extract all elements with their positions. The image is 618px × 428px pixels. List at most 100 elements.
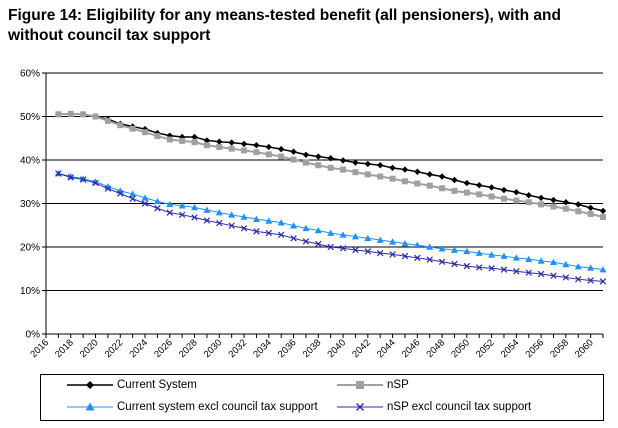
data-point: [488, 265, 495, 272]
x-tick-label: 2050: [449, 337, 472, 360]
data-point: [265, 151, 272, 158]
y-tick-label: 40%: [20, 156, 40, 167]
data-point: [463, 179, 471, 187]
data-point: [575, 208, 582, 215]
data-point: [191, 214, 198, 221]
data-point: [153, 197, 161, 205]
data-point: [314, 226, 322, 234]
legend-marker-diamond: [67, 381, 113, 389]
data-point: [377, 173, 384, 180]
data-point: [512, 254, 520, 261]
data-point: [154, 205, 161, 212]
data-point: [401, 166, 409, 173]
data-point: [364, 234, 372, 242]
data-point: [302, 238, 310, 245]
data-point: [450, 246, 458, 253]
x-tick-label: 2020: [78, 337, 101, 360]
data-point: [203, 142, 210, 149]
data-point: [537, 270, 545, 278]
data-point: [413, 241, 421, 249]
x-tick-label: 2016: [28, 337, 51, 360]
series-2: [55, 110, 606, 220]
data-point: [525, 199, 532, 206]
data-point: [277, 145, 285, 153]
data-point: [240, 213, 248, 220]
data-point: [315, 162, 322, 169]
x-tick-label: 2018: [53, 337, 76, 360]
data-point: [340, 166, 347, 173]
data-point: [525, 269, 532, 276]
data-point: [339, 157, 347, 164]
data-point: [104, 117, 111, 124]
y-tick-label: 30%: [20, 199, 40, 210]
data-point: [575, 275, 582, 283]
data-point: [327, 164, 334, 171]
data-point: [277, 231, 285, 239]
data-point: [302, 151, 310, 158]
data-point: [228, 222, 235, 229]
y-tick-label: 50%: [20, 112, 40, 123]
data-point: [562, 198, 570, 206]
data-point: [265, 229, 273, 237]
data-point: [166, 209, 174, 216]
data-point: [129, 125, 136, 132]
data-point: [488, 251, 496, 258]
series-line: [58, 173, 604, 271]
data-point: [216, 219, 223, 227]
data-point: [401, 178, 408, 185]
x-tick-label: 2054: [499, 337, 522, 360]
data-point: [513, 268, 520, 275]
data-point: [178, 202, 186, 209]
data-point: [166, 136, 173, 143]
data-point: [104, 185, 112, 192]
x-tick-label: 2040: [325, 337, 348, 360]
data-point: [600, 213, 606, 220]
data-point: [513, 197, 520, 204]
x-tick-label: 2034: [251, 337, 274, 360]
data-point: [79, 176, 87, 183]
x-tick-label: 2036: [276, 337, 299, 360]
data-point: [55, 170, 62, 177]
data-point: [599, 207, 607, 215]
line-chart: 0%10%20%30%40%50%60% 2016 2018 2020 2022 202…: [20, 69, 607, 360]
data-point: [513, 188, 520, 196]
x-tick-label: 2046: [400, 337, 423, 360]
data-point: [203, 206, 211, 213]
data-point: [364, 171, 371, 178]
data-point: [537, 194, 545, 202]
data-point: [525, 192, 532, 199]
data-point: [351, 233, 359, 240]
x-tick-label: 2026: [152, 337, 175, 360]
data-point: [352, 246, 359, 254]
data-point: [550, 203, 557, 210]
data-point: [389, 251, 396, 258]
data-point: [315, 240, 322, 248]
data-point: [500, 266, 508, 273]
y-tick-labels: 0% 10% 20% 30% 40% 50% 60%: [20, 69, 40, 341]
data-point: [55, 111, 62, 118]
data-point: [253, 142, 260, 149]
data-point: [451, 187, 458, 194]
x-tick-label: 2052: [474, 337, 497, 360]
legend-label: nSP: [387, 379, 409, 391]
data-point: [67, 174, 74, 181]
series-1: [55, 110, 607, 215]
data-point: [426, 182, 433, 189]
x-tick-label: 2024: [127, 337, 150, 360]
data-point: [117, 190, 124, 197]
data-point: [178, 211, 186, 219]
x-tick-label: 2056: [524, 337, 547, 360]
data-point: [327, 243, 334, 251]
data-point: [327, 229, 335, 236]
data-point: [426, 243, 434, 250]
data-point: [240, 225, 248, 232]
legend-label: Current system excl council tax support: [117, 401, 318, 413]
data-point: [575, 201, 582, 208]
figure-title: Figure 14: Eligibility for any means-tes…: [8, 7, 561, 44]
data-point: [228, 145, 235, 152]
series-4: [55, 170, 607, 285]
plot-area-border: [45, 73, 603, 335]
data-point: [377, 162, 384, 169]
gridlines: [42, 72, 604, 338]
data-point: [451, 176, 458, 184]
